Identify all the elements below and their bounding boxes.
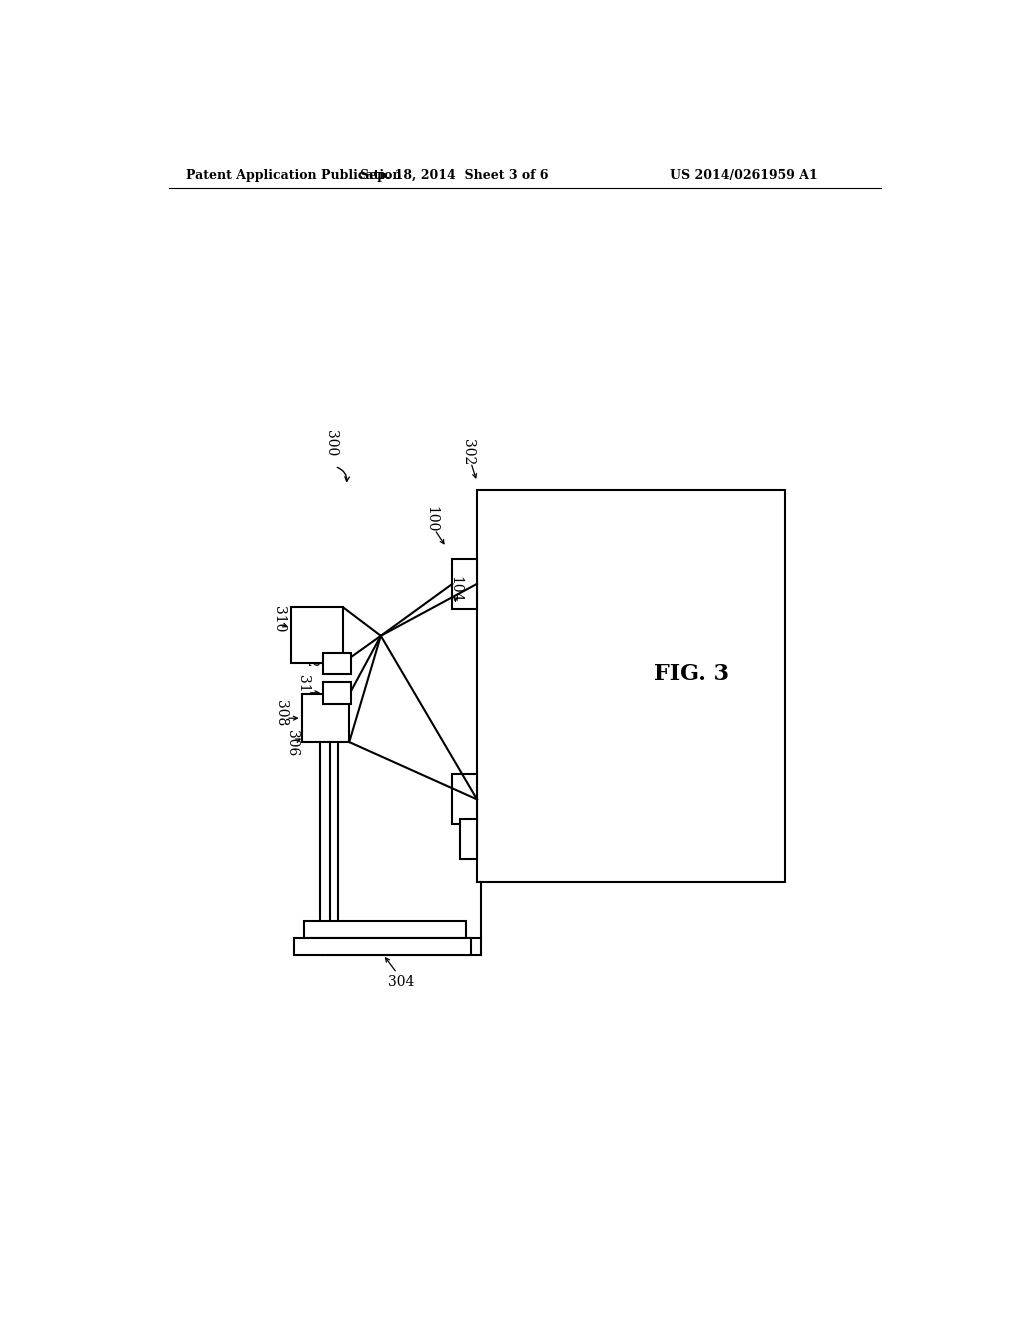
Text: FIG. 3: FIG. 3 <box>654 664 729 685</box>
FancyArrowPatch shape <box>337 467 349 482</box>
Text: 308: 308 <box>274 700 289 726</box>
Text: 304: 304 <box>388 975 415 989</box>
Text: Patent Application Publication: Patent Application Publication <box>186 169 401 182</box>
Bar <box>460 818 477 859</box>
Text: 300: 300 <box>324 430 338 457</box>
Bar <box>291 607 343 663</box>
Text: 104: 104 <box>449 577 463 603</box>
Text: 302: 302 <box>461 440 475 466</box>
Text: Sep. 18, 2014  Sheet 3 of 6: Sep. 18, 2014 Sheet 3 of 6 <box>359 169 548 182</box>
Bar <box>477 490 785 882</box>
Bar <box>294 937 471 954</box>
Text: 312: 312 <box>304 642 317 668</box>
Bar <box>453 558 477 609</box>
Bar <box>321 742 331 923</box>
Bar <box>304 921 466 937</box>
Bar <box>301 694 349 742</box>
Text: 100: 100 <box>424 506 438 532</box>
Bar <box>453 775 477 825</box>
Bar <box>323 682 351 704</box>
Text: 314: 314 <box>296 675 310 701</box>
Text: 306: 306 <box>286 730 299 756</box>
Text: 310: 310 <box>272 606 286 632</box>
Text: US 2014/0261959 A1: US 2014/0261959 A1 <box>670 169 817 182</box>
Bar <box>323 653 351 675</box>
